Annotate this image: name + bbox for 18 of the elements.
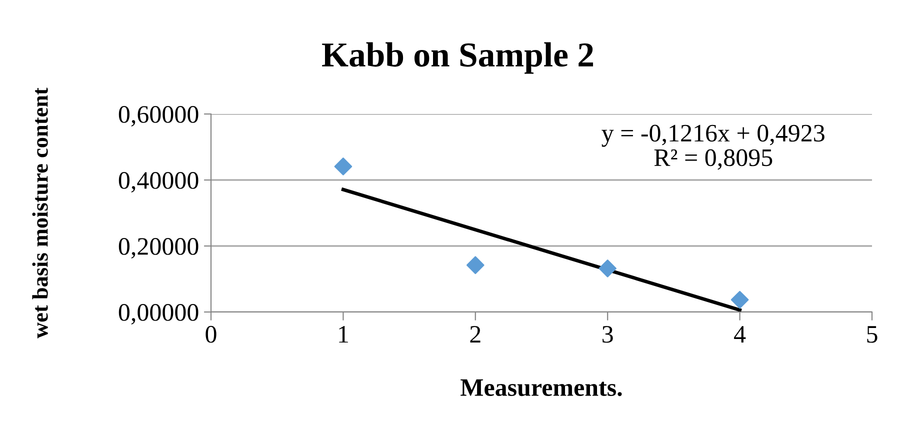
x-axis-title: Measurements. [460,379,622,396]
chart-title: Kabb on Sample 2 [322,42,594,74]
x-tick-label: 4 [734,326,746,343]
point [466,256,484,274]
annotation: y = -0,1216x + 0,4923 R² = 0,8095 [602,124,824,170]
y-tick-label: 0,60000 [118,106,198,127]
x-tick-label: 1 [339,326,348,343]
x-tick-label: 3 [602,326,613,343]
point [730,290,749,309]
y-tick-label: 0,40000 [118,172,198,193]
x-tick-label: 0 [206,326,216,343]
y-tick-label: 0,20000 [118,238,198,259]
y-tick-label: 0,00000 [118,304,198,325]
x-tick-label: 2 [470,326,480,343]
x-tick-label: 5 [867,326,878,343]
y-axis-title: wet basis moisture content [32,88,48,338]
point [334,158,352,176]
point [598,260,617,278]
